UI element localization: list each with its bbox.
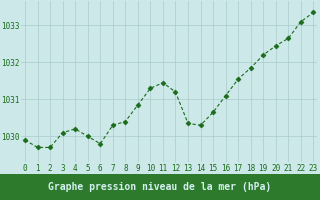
Text: Graphe pression niveau de la mer (hPa): Graphe pression niveau de la mer (hPa)	[48, 182, 272, 192]
